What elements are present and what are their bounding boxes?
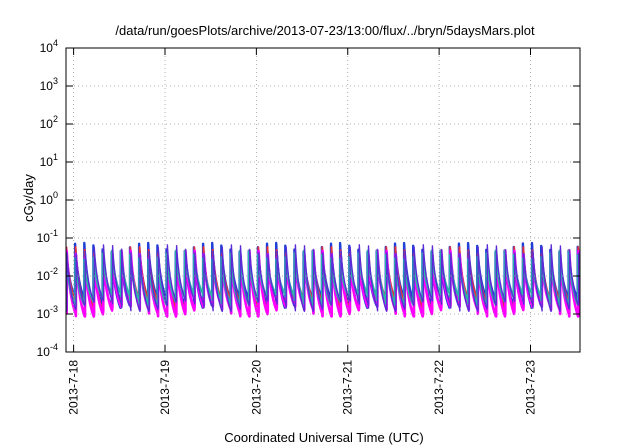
x-tick-label: 2013-7-20 xyxy=(249,360,263,415)
series-line xyxy=(66,244,580,313)
y-tick-label: 10-1 xyxy=(37,228,58,245)
y-tick-label: 101 xyxy=(40,152,58,169)
x-tick-label: 2013-7-23 xyxy=(524,360,538,415)
y-tick-label: 100 xyxy=(40,190,58,207)
ticks: 10-4 10-3 10-2 10-1 100 101 102 103 104 2013-7-18… xyxy=(37,38,580,415)
x-tick-label: 2013-7-21 xyxy=(341,360,355,415)
y-tick-label: 10-2 xyxy=(37,266,58,283)
y-tick-label: 10-3 xyxy=(37,304,58,321)
x-axis-label: Coordinated Universal Time (UTC) xyxy=(224,430,423,445)
y-tick-label: 102 xyxy=(40,114,58,131)
chart-title: /data/run/goesPlots/archive/2013-07-23/1… xyxy=(115,23,535,38)
x-tick-label: 2013-7-19 xyxy=(158,360,172,415)
x-tick-label: 2013-7-22 xyxy=(432,360,446,415)
y-tick-label: 104 xyxy=(40,38,58,55)
y-axis-label: cGy/day xyxy=(21,174,36,222)
grid xyxy=(66,48,580,352)
plot-lines xyxy=(66,241,580,318)
x-tick-label: 2013-7-18 xyxy=(67,360,81,415)
y-tick-label: 10-4 xyxy=(37,342,58,359)
y-tick-label: 103 xyxy=(40,76,58,93)
